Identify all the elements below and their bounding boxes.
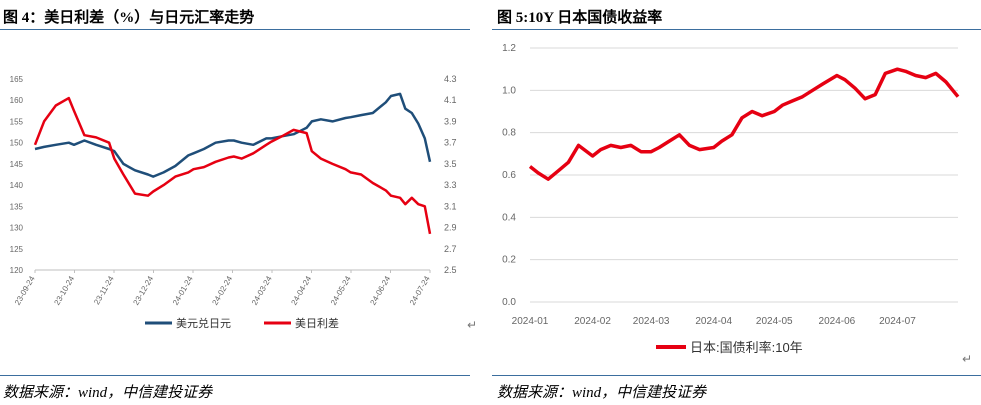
left-figure-title: 图 4：美日利差（%）与日元汇率走势 xyxy=(3,10,255,26)
right-title-rule xyxy=(492,29,981,30)
left-return-mark: ↵ xyxy=(467,318,478,332)
left-y2-tick-label: 3.9 xyxy=(444,116,457,126)
left-y-tick-label: 155 xyxy=(10,117,24,126)
right-x-tick-label: 2024-06 xyxy=(819,316,856,327)
right-y-tick-label: 0.0 xyxy=(502,297,516,308)
left-y2-tick-label: 2.9 xyxy=(444,223,457,233)
left-x-tick-label: 24-01-24 xyxy=(171,274,195,307)
right-y-tick-label: 0.8 xyxy=(502,128,516,139)
series-line-usdjpy xyxy=(34,92,432,178)
left-y-tick-label: 160 xyxy=(10,96,24,105)
right-x-tick-label: 2024-04 xyxy=(695,316,732,327)
legend-label-jgb10y: 日本:国债利率:10年 xyxy=(690,340,803,355)
right-y-tick-label: 1.0 xyxy=(502,85,516,96)
right-x-tick-label: 2024-05 xyxy=(756,316,793,327)
left-y-tick-label: 125 xyxy=(10,245,24,254)
left-y2-tick-label: 4.3 xyxy=(444,74,457,84)
left-y2-tick-label: 3.3 xyxy=(444,180,457,190)
right-x-tick-label: 2024-07 xyxy=(879,316,916,327)
right-y-tick-label: 1.2 xyxy=(502,43,516,54)
left-x-tick-label: 24-02-24 xyxy=(210,274,234,307)
left-source-rule xyxy=(0,375,470,376)
right-source-rule xyxy=(492,375,981,376)
left-x-tick-label: 24-04-24 xyxy=(289,274,313,307)
left-y-tick-label: 150 xyxy=(10,139,24,148)
right-x-tick-label: 2024-02 xyxy=(574,316,611,327)
left-y2-tick-label: 3.7 xyxy=(444,138,457,148)
left-y-tick-label: 140 xyxy=(10,181,24,190)
right-chart: 1.2 1.0 0.8 0.6 0.4 0.2 0.0 2024-01 2024-02 2024… xyxy=(502,43,960,355)
right-y-tick-label: 0.4 xyxy=(502,212,516,223)
legend-label-usdjpy: 美元兑日元 xyxy=(176,316,231,330)
right-x-tick-label: 2024-03 xyxy=(633,316,670,327)
left-y-tick-label: 145 xyxy=(10,160,24,169)
left-y-tick-label: 130 xyxy=(10,224,24,233)
series-line-spread xyxy=(33,96,432,235)
left-chart: 165 160 155 150 145 140 135 130 125 120 4.3 4.1 3.9… xyxy=(10,74,457,330)
legend-label-spread: 美日利差 xyxy=(295,316,339,330)
left-x-tick-label: 24-05-24 xyxy=(329,274,353,307)
right-legend: 日本:国债利率:10年 xyxy=(656,340,803,355)
left-x-tick-label: 24-07-24 xyxy=(408,274,432,307)
left-title-rule xyxy=(0,29,470,30)
left-y-tick-label: 135 xyxy=(10,202,24,211)
left-legend: 美元兑日元 美日利差 xyxy=(145,316,339,330)
left-y2-tick-label: 3.1 xyxy=(444,201,457,211)
series-line-jgb10y xyxy=(528,67,960,181)
left-x-tick-label: 24-03-24 xyxy=(250,274,274,307)
left-x-tick-label: 23-10-24 xyxy=(52,274,76,307)
left-y-tick-label: 165 xyxy=(10,75,24,84)
left-x-tick-label: 23-11-24 xyxy=(92,274,116,306)
right-y-tick-label: 0.2 xyxy=(502,255,516,266)
right-y-tick-label: 0.6 xyxy=(502,170,516,181)
right-x-tick-label: 2024-01 xyxy=(512,316,549,327)
left-x-tick-label: 23-09-24 xyxy=(13,274,37,307)
right-return-mark: ↵ xyxy=(962,352,973,366)
left-source-note: 数据来源：wind，中信建投证券 xyxy=(3,385,213,401)
left-x-tick-label: 24-06-24 xyxy=(368,274,392,307)
right-figure-title: 图 5:10Y 日本国债收益率 xyxy=(497,10,663,26)
left-y2-tick-label: 3.5 xyxy=(444,159,457,169)
left-y2-tick-label: 2.7 xyxy=(444,244,457,254)
left-y2-tick-label: 4.1 xyxy=(444,95,457,105)
left-y-tick-label: 120 xyxy=(10,266,24,275)
left-y2-tick-label: 2.5 xyxy=(444,265,457,275)
left-x-tick-label: 23-12-24 xyxy=(131,274,155,307)
right-source-note: 数据来源：wind，中信建投证券 xyxy=(497,385,707,401)
